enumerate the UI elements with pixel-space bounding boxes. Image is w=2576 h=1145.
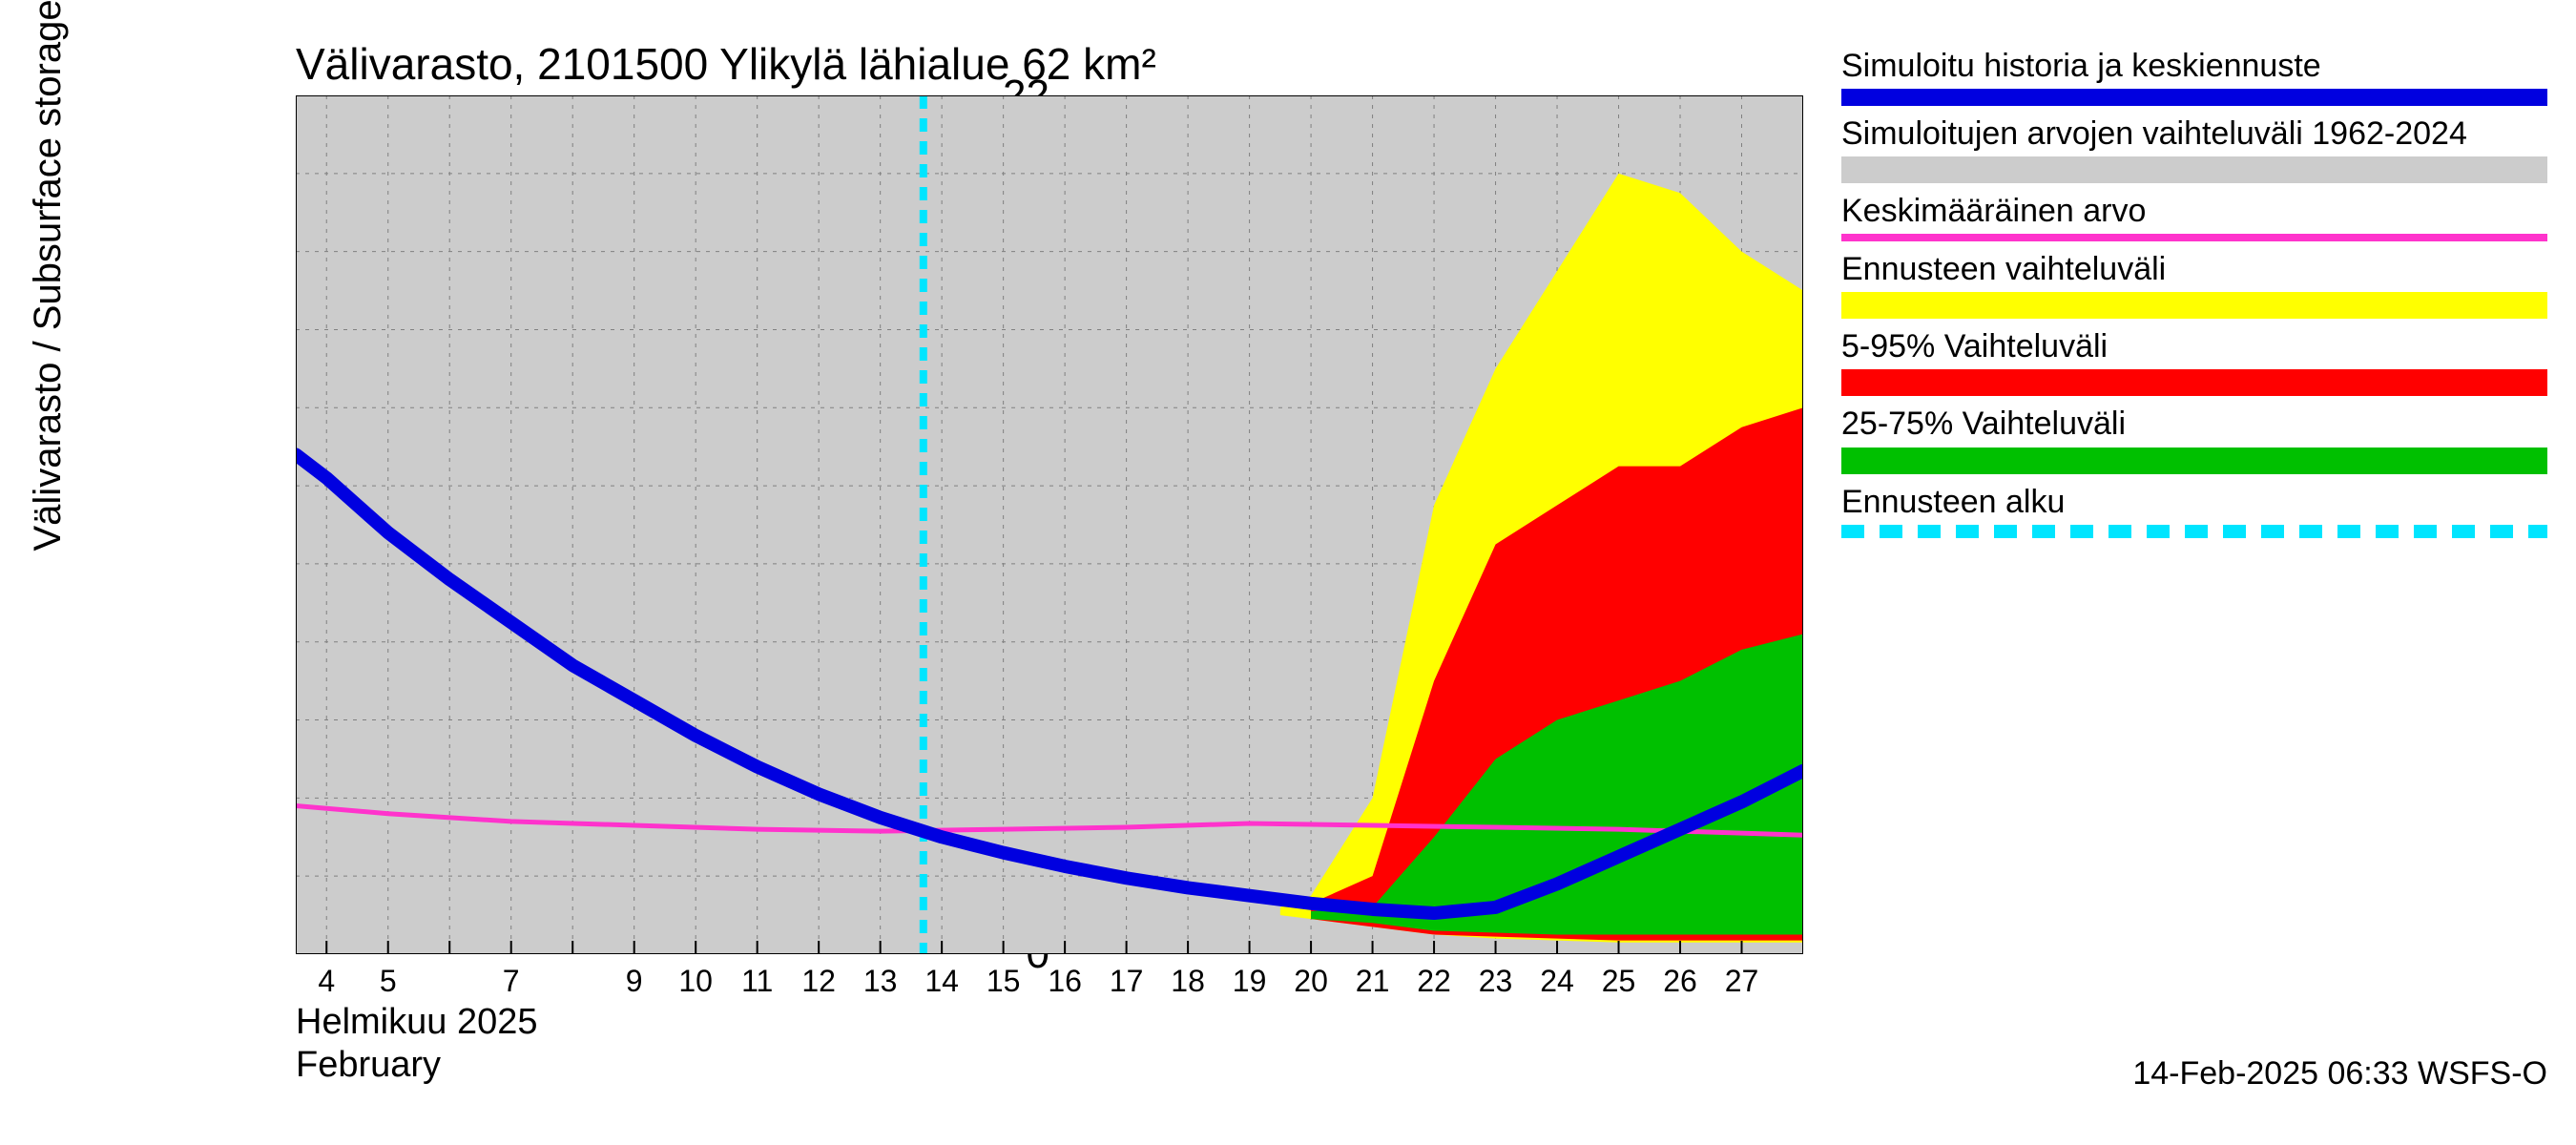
legend-item: Ennusteen alku [1841,484,2547,538]
legend-item: Ennusteen vaihteluväli [1841,251,2547,319]
legend-item: 5-95% Vaihteluväli [1841,328,2547,396]
x-tick-label: 20 [1294,964,1328,999]
timestamp-label: 14-Feb-2025 06:33 WSFS-O [2132,1055,2547,1093]
x-tick-label: 5 [380,964,397,999]
legend-item: Simuloitu historia ja keskiennuste [1841,48,2547,106]
legend-label: Simuloitu historia ja keskiennuste [1841,48,2547,85]
legend-label: 25-75% Vaihteluväli [1841,406,2547,443]
x-tick-label: 24 [1540,964,1574,999]
x-tick-label: 12 [801,964,836,999]
legend-label: Ennusteen alku [1841,484,2547,521]
plot-area [296,95,1803,954]
y-axis-label: Välivarasto / Subsurface storage mm [27,0,70,552]
legend-swatch [1841,156,2547,183]
legend-item: 25-75% Vaihteluväli [1841,406,2547,473]
x-axis-label-month-en: February [296,1045,441,1086]
x-tick-label: 19 [1233,964,1267,999]
x-tick-label: 7 [503,964,520,999]
x-tick-label: 16 [1048,964,1082,999]
x-tick-label: 22 [1417,964,1451,999]
x-tick-label: 13 [863,964,898,999]
x-tick-label: 9 [626,964,643,999]
legend-item: Simuloitujen arvojen vaihteluväli 1962-2… [1841,115,2547,183]
x-tick-label: 4 [318,964,335,999]
legend-label: 5-95% Vaihteluväli [1841,328,2547,365]
legend-label: Simuloitujen arvojen vaihteluväli 1962-2… [1841,115,2547,153]
x-tick-label: 26 [1663,964,1697,999]
legend-swatch [1841,369,2547,396]
legend-label: Ennusteen vaihteluväli [1841,251,2547,288]
x-tick-label: 21 [1356,964,1390,999]
x-tick-label: 27 [1725,964,1759,999]
x-tick-label: 10 [678,964,713,999]
x-tick-label: 17 [1110,964,1144,999]
legend-label: Keskimääräinen arvo [1841,193,2547,230]
x-tick-label: 23 [1479,964,1513,999]
x-tick-label: 11 [741,964,773,999]
x-tick-label: 18 [1171,964,1205,999]
legend-swatch [1841,89,2547,106]
legend-swatch [1841,292,2547,319]
legend-swatch [1841,234,2547,241]
x-axis-label-month-fi: Helmikuu 2025 [296,1002,537,1043]
x-tick-label: 15 [987,964,1021,999]
legend-item: Keskimääräinen arvo [1841,193,2547,241]
chart-canvas: Välivarasto, 2101500 Ylikylä lähialue 62… [0,0,2576,1145]
legend-swatch [1841,525,2547,538]
x-tick-label: 14 [924,964,959,999]
legend-swatch [1841,448,2547,474]
legend: Simuloitu historia ja keskiennuste Simulo… [1841,48,2547,548]
x-tick-label: 25 [1602,964,1636,999]
